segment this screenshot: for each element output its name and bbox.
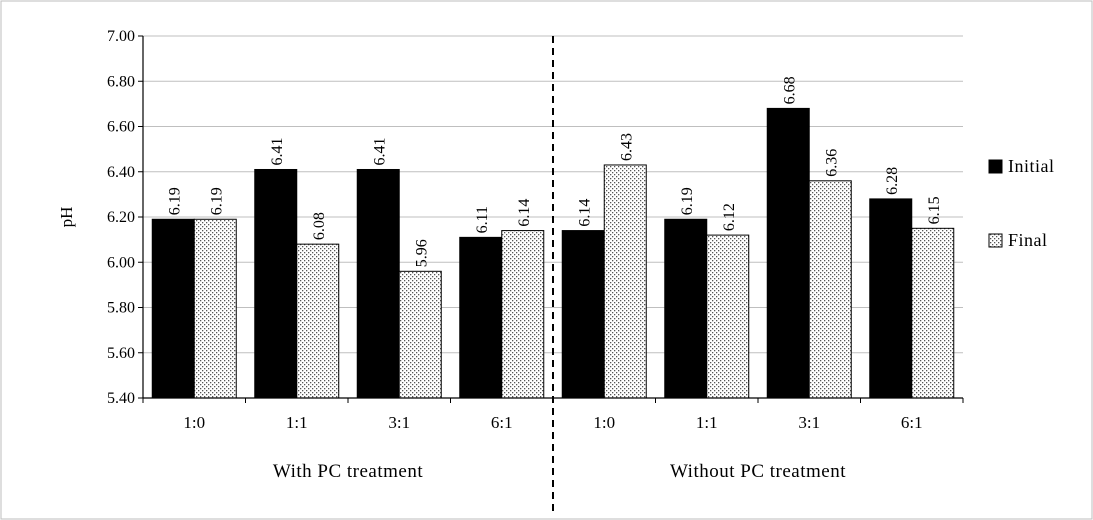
data-label: 6.11 [474, 206, 491, 233]
data-label: 6.19 [208, 187, 225, 215]
y-tick-label: 6.20 [107, 209, 135, 226]
x-tick-label: 1:0 [593, 413, 615, 432]
data-label: 6.36 [823, 149, 840, 177]
bar-final [296, 243, 340, 399]
data-label: 6.19 [679, 187, 696, 215]
y-tick-label: 5.60 [107, 345, 135, 362]
bar-initial [356, 168, 400, 399]
data-label: 5.96 [413, 239, 430, 267]
data-label: 6.28 [884, 167, 901, 195]
bar-initial [151, 218, 195, 399]
x-tick-label: 3:1 [388, 413, 410, 432]
bar-final [603, 164, 647, 399]
y-tick-label: 6.00 [107, 254, 135, 271]
y-tick-label: 5.40 [107, 390, 135, 407]
bar-final [193, 218, 237, 399]
y-tick-label: 7.00 [107, 28, 135, 45]
y-tick-label: 6.60 [107, 119, 135, 136]
bar-final [501, 230, 545, 399]
data-label: 6.12 [721, 203, 738, 231]
y-axis-title: pH [57, 207, 76, 228]
bar-initial [561, 230, 605, 399]
bar-initial [254, 168, 298, 399]
y-tick-label: 6.40 [107, 164, 135, 181]
bar-initial [869, 198, 913, 399]
group-label: With PC treatment [273, 461, 423, 482]
data-label: 6.15 [926, 196, 943, 224]
bar-initial [766, 107, 810, 399]
x-tick-label: 6:1 [491, 413, 513, 432]
data-label: 6.08 [311, 212, 328, 240]
bar-initial [459, 236, 503, 399]
bar-final [398, 270, 442, 399]
bar-initial [664, 218, 708, 399]
x-tick-label: 1:0 [183, 413, 205, 432]
data-label: 6.68 [781, 76, 798, 104]
x-tick-label: 1:1 [286, 413, 308, 432]
y-tick-label: 6.80 [107, 73, 135, 90]
y-tick-label: 5.80 [107, 300, 135, 317]
bar-final [808, 180, 852, 399]
legend-label-final: Final [1008, 230, 1048, 250]
legend-swatch-initial [988, 159, 1003, 174]
bar-final [706, 234, 750, 399]
legend-swatch-final [988, 233, 1003, 248]
data-label: 6.14 [576, 199, 593, 227]
x-tick-label: 6:1 [901, 413, 923, 432]
data-label: 6.14 [516, 199, 533, 227]
data-label: 6.41 [371, 137, 388, 165]
bar-final [911, 227, 955, 399]
x-tick-label: 3:1 [798, 413, 820, 432]
data-label: 6.41 [269, 137, 286, 165]
data-label: 6.19 [166, 187, 183, 215]
group-label: Without PC treatment [670, 461, 846, 482]
data-label: 6.43 [618, 133, 635, 161]
x-tick-label: 1:1 [696, 413, 718, 432]
legend-label-initial: Initial [1008, 156, 1055, 176]
